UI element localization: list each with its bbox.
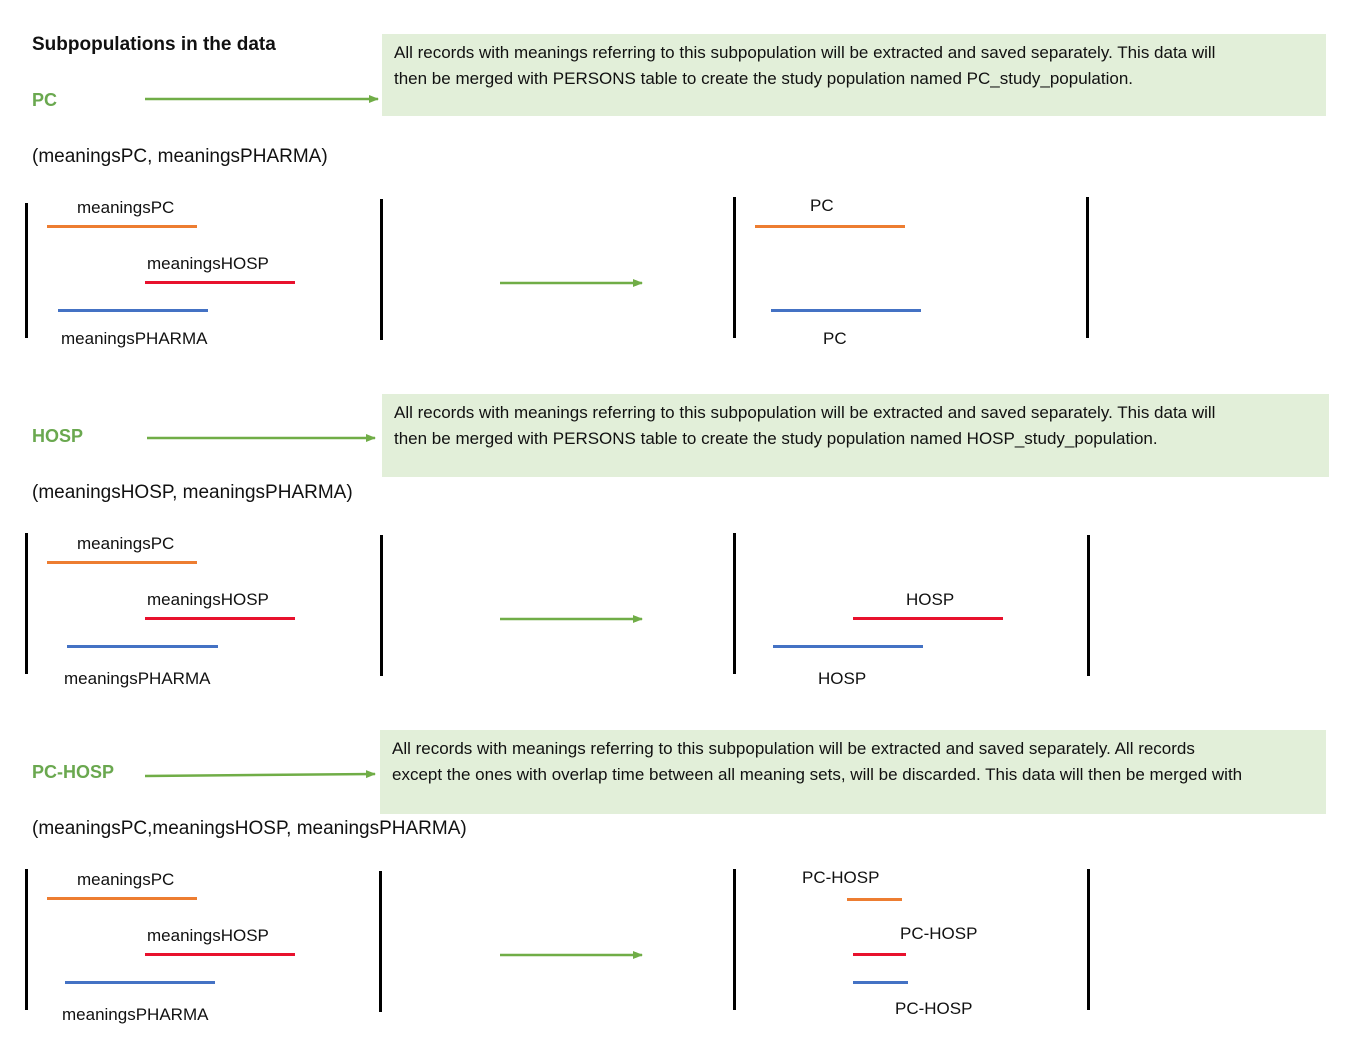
input-left-border (25, 203, 28, 338)
subpopulation-label-hosp: HOSP (32, 426, 84, 446)
label-meanings-hosp: meaningsHOSP (147, 926, 269, 945)
output-left-border (733, 869, 736, 1010)
timeline-meanings-pc (47, 561, 197, 564)
output-label: PC (810, 196, 834, 215)
note-box-pc: All records with meanings referring to t… (382, 34, 1326, 116)
label-meanings-pc: meaningsPC (77, 870, 175, 889)
output-timeline-blue (853, 981, 908, 984)
output-timeline-orange (847, 898, 902, 901)
timeline-meanings-hosp (145, 281, 295, 284)
output-left-border (733, 197, 736, 338)
meanings-list-hosp: (meaningsHOSP, meaningsPHARMA) (32, 482, 353, 503)
input-right-border (380, 199, 383, 340)
output-label: HOSP (906, 590, 955, 609)
label-meanings-hosp: meaningsHOSP (147, 590, 269, 609)
subpopulation-label-pc: PC (32, 90, 58, 110)
note-line: then be merged with PERSONS table to cre… (394, 429, 1158, 448)
output-label: PC-HOSP (802, 868, 880, 887)
timeline-meanings-pharma (67, 645, 218, 648)
timeline-meanings-hosp (145, 617, 295, 620)
output-timeline-red (853, 953, 906, 956)
timeline-meanings-pc (47, 897, 197, 900)
timeline-meanings-pc (47, 225, 197, 228)
output-timeline-orange (755, 225, 905, 228)
label-meanings-pharma: meaningsPHARMA (61, 329, 208, 348)
note-line: except the ones with overlap time betwee… (392, 765, 1243, 784)
output-label: PC (823, 329, 847, 348)
label-meanings-pharma: meaningsPHARMA (64, 669, 211, 688)
pchosp-to-note-arrow (144, 770, 376, 779)
input-right-border (380, 535, 383, 676)
label-meanings-pc: meaningsPC (77, 534, 175, 553)
input-left-border (25, 533, 28, 674)
note-line: All records with meanings referring to t… (394, 403, 1216, 422)
note-line: then be merged with PERSONS table to cre… (394, 69, 1134, 88)
label-meanings-hosp: meaningsHOSP (147, 254, 269, 273)
timeline-meanings-pharma (65, 981, 215, 984)
note-box-pc-hosp: All records with meanings referring to t… (380, 730, 1326, 814)
timeline-meanings-hosp (145, 953, 295, 956)
subpopulation-label-pc-hosp: PC-HOSP (32, 762, 115, 782)
meanings-list-pc-hosp: (meaningsPC,meaningsHOSP, meaningsPHARMA… (32, 818, 467, 839)
page-title: Subpopulations in the data (32, 34, 276, 55)
input-left-border (25, 869, 28, 1010)
label-meanings-pharma: meaningsPHARMA (62, 1005, 209, 1024)
output-right-border (1086, 197, 1089, 338)
meanings-list-pc: (meaningsPC, meaningsPHARMA) (32, 146, 328, 167)
output-left-border (733, 533, 736, 674)
output-label: HOSP (818, 669, 867, 688)
note-box-hosp: All records with meanings referring to t… (382, 394, 1329, 477)
note-line: All records with meanings referring to t… (394, 43, 1216, 62)
output-label: PC-HOSP (895, 999, 973, 1018)
input-right-border (379, 871, 382, 1012)
output-timeline-red (853, 617, 1003, 620)
output-right-border (1087, 535, 1090, 676)
timeline-meanings-pharma (58, 309, 208, 312)
label-meanings-pc: meaningsPC (77, 198, 175, 217)
note-line: All records with meanings referring to t… (392, 739, 1195, 758)
output-label: PC-HOSP (900, 924, 978, 943)
output-timeline-blue (773, 645, 923, 648)
output-timeline-blue (771, 309, 921, 312)
output-right-border (1087, 869, 1090, 1010)
